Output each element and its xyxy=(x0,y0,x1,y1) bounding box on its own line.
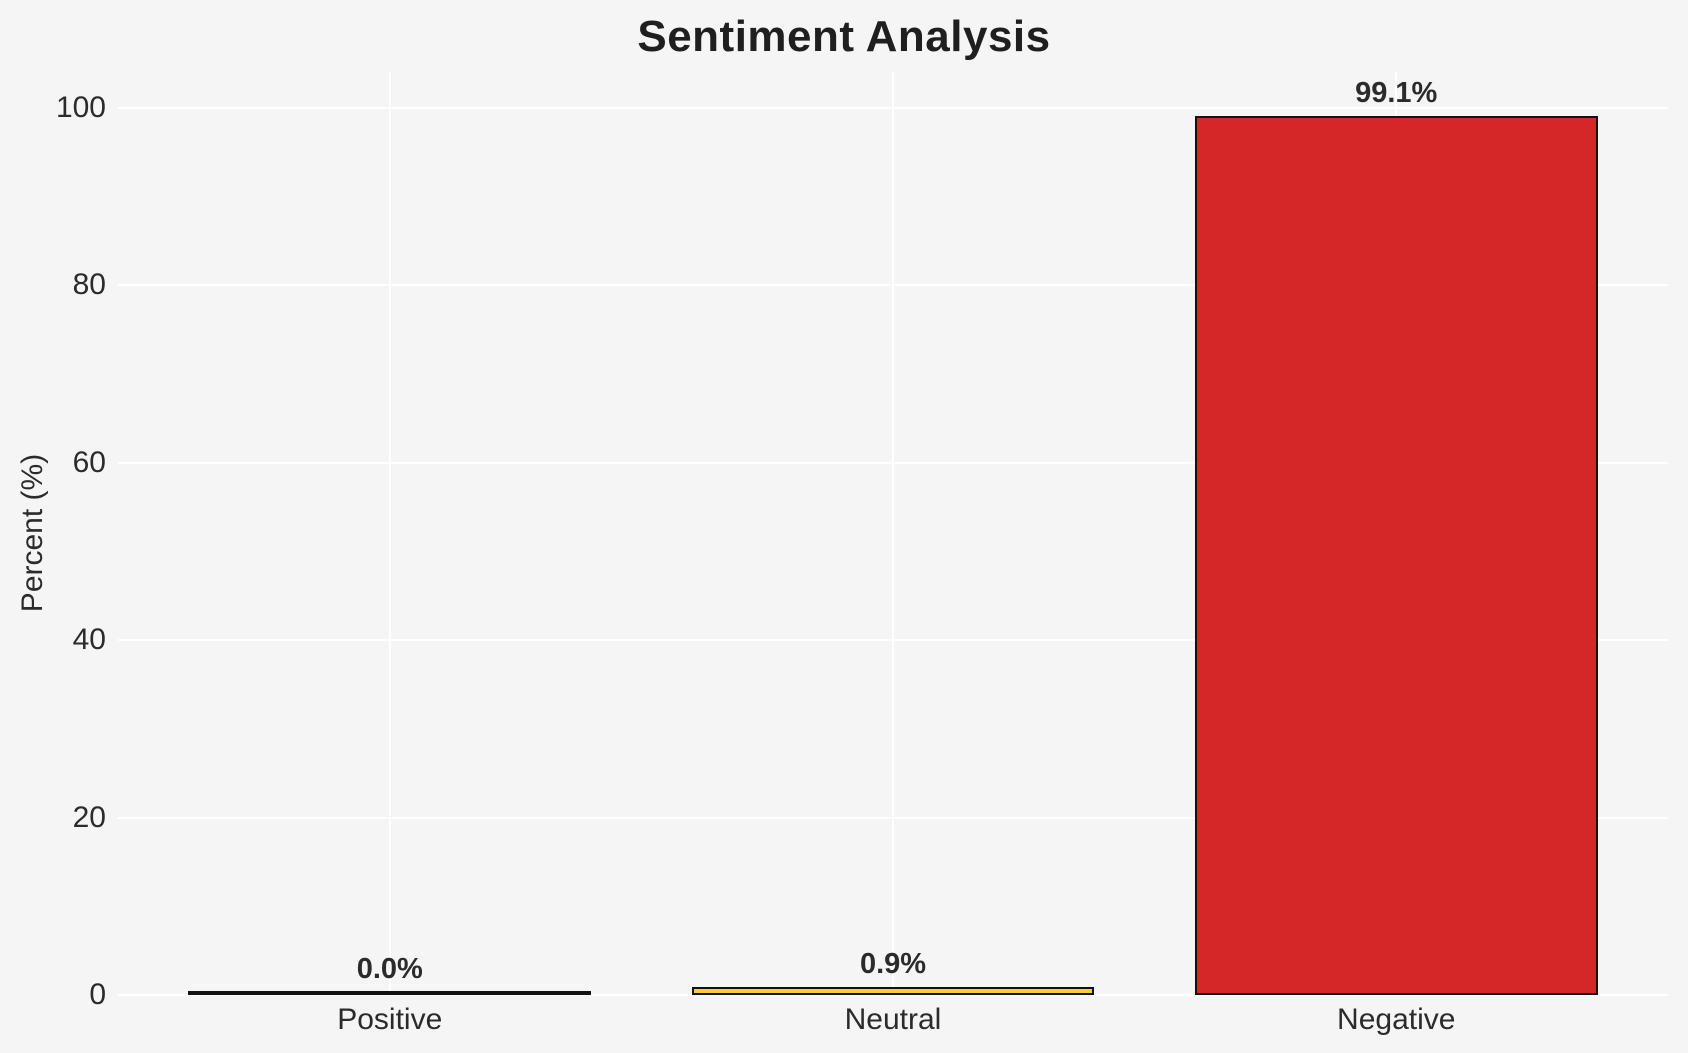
y-tick-100: 100 xyxy=(55,90,106,124)
category-label-negative: Negative xyxy=(1337,1003,1456,1036)
bar-positive xyxy=(188,991,592,995)
y-tick-20: 20 xyxy=(72,800,106,834)
y-tick-60: 60 xyxy=(72,445,106,479)
plot-area: 0.0% 0.9% 99.1% xyxy=(118,72,1668,996)
y-tick-80: 80 xyxy=(72,268,106,301)
value-label-positive: 0.0% xyxy=(356,953,423,985)
bar-neutral xyxy=(691,987,1095,995)
bar-negative xyxy=(1194,115,1598,995)
gridline-x-neutral xyxy=(892,72,894,995)
y-tick-40: 40 xyxy=(72,623,106,656)
category-label-neutral: Neutral xyxy=(844,1003,942,1036)
value-label-neutral: 0.9% xyxy=(859,948,927,981)
chart-title: Sentiment Analysis xyxy=(637,12,1051,61)
gridline-x-positive xyxy=(388,72,391,995)
value-label-negative: 99.1% xyxy=(1355,76,1438,109)
gridline-y-0 xyxy=(118,994,1668,996)
y-tick-0: 0 xyxy=(89,978,106,1011)
category-label-positive: Positive xyxy=(337,1003,443,1036)
